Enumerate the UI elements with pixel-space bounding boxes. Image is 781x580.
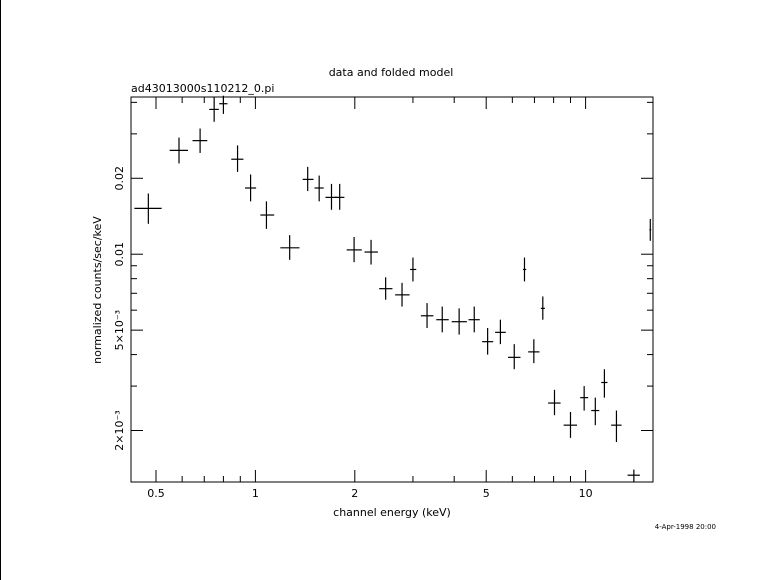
y-tick-label: 0.02 <box>113 166 126 191</box>
data-point <box>209 97 219 122</box>
y-tick-label: 5×10⁻³ <box>113 310 126 350</box>
data-point <box>482 327 494 355</box>
x-axis-label: channel energy (keV) <box>333 506 451 519</box>
data-point <box>436 306 449 333</box>
data-point <box>548 389 561 416</box>
data-point <box>231 145 244 172</box>
data-point <box>334 183 345 210</box>
data-point <box>192 128 208 153</box>
data-point <box>591 397 600 426</box>
data-point <box>420 303 434 328</box>
y-tick-label: 2×10⁻³ <box>113 410 126 450</box>
data-point <box>410 257 417 282</box>
data-point <box>495 319 506 345</box>
data-points <box>134 95 652 482</box>
data-point <box>627 469 640 482</box>
data-point <box>563 411 578 438</box>
chart-title: data and folded model <box>329 66 454 79</box>
data-point <box>507 344 521 370</box>
data-point <box>580 386 589 411</box>
x-tick-label: 5 <box>483 487 490 500</box>
data-point <box>451 308 467 335</box>
data-point <box>260 201 275 229</box>
data-point <box>395 282 410 307</box>
plot-frame <box>130 96 654 483</box>
data-point <box>649 218 652 241</box>
data-point <box>280 235 300 260</box>
data-point <box>540 296 545 320</box>
axis-ticks <box>131 97 653 482</box>
window-left-edge <box>0 0 1 580</box>
data-point <box>169 137 189 164</box>
data-point <box>364 239 378 265</box>
y-tick-label: 0.01 <box>113 242 126 267</box>
data-point <box>346 237 362 263</box>
data-point <box>134 193 162 224</box>
y-axis-label: normalized counts/sec/keV <box>91 216 104 364</box>
data-point <box>302 166 314 192</box>
x-tick-label: 10 <box>579 487 593 500</box>
data-point <box>244 174 257 202</box>
data-point <box>522 257 527 282</box>
x-tick-label: 0.5 <box>147 487 165 500</box>
data-point <box>601 369 608 398</box>
data-point <box>379 277 393 300</box>
data-point <box>314 175 324 202</box>
data-point <box>219 95 228 114</box>
chart-subtitle: ad43013000s110212_0.pi <box>131 82 274 95</box>
timestamp: 4-Apr-1998 20:00 <box>655 523 716 531</box>
x-tick-label: 2 <box>351 487 358 500</box>
data-point <box>611 410 622 443</box>
data-point <box>528 339 540 364</box>
x-tick-label: 1 <box>252 487 259 500</box>
data-point <box>468 306 480 333</box>
axis-tick-labels: 0.5 1 2 5 10 2×10⁻³ 5×10⁻³ 0.01 0.02 <box>113 166 593 500</box>
